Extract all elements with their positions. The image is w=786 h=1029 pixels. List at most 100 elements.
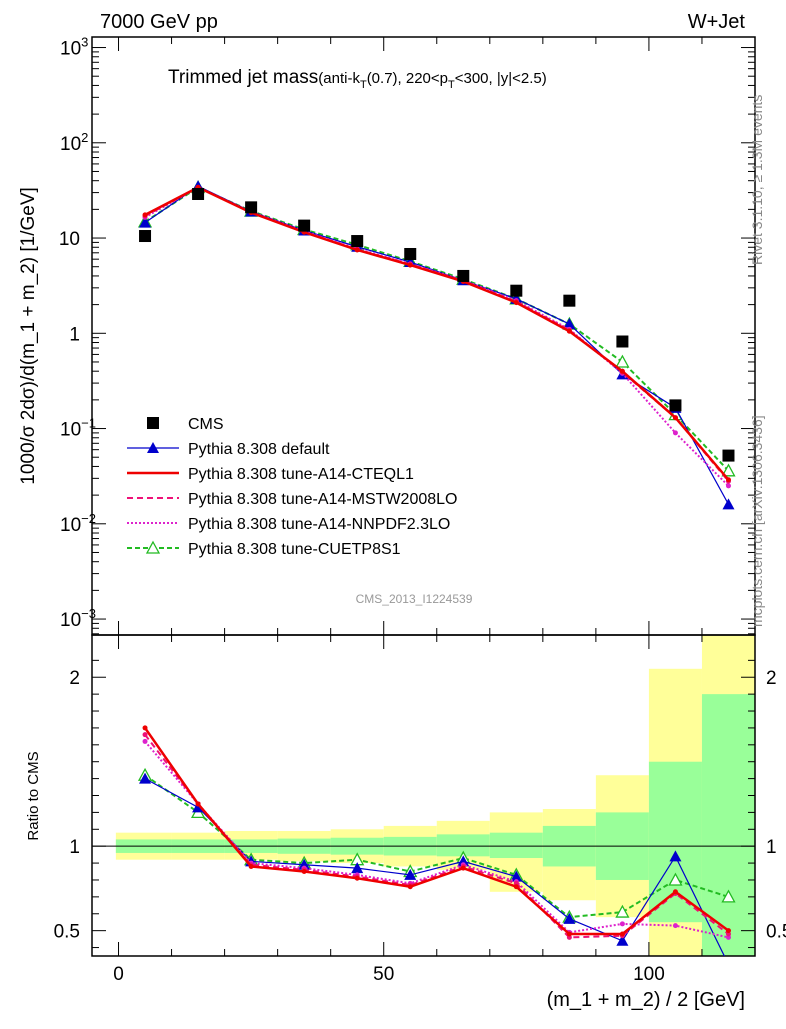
ratio-y-axis-title: Ratio to CMS <box>25 751 42 840</box>
ratio-point-default <box>563 912 576 924</box>
main-point-default <box>563 318 576 330</box>
ratio-x-tick-label: 50 <box>373 964 394 985</box>
main-point-cms <box>351 235 364 248</box>
ratio-point-cteql1 <box>619 931 625 937</box>
ratio-point-nnpdf <box>142 738 148 744</box>
legend-marker-cms <box>147 417 159 429</box>
main-point-nnpdf <box>672 430 678 436</box>
ratio-point-nnpdf <box>672 923 678 929</box>
legend-label-cuetp8s1: Pythia 8.308 tune-CUETP8S1 <box>188 541 401 558</box>
ratio-point-default <box>616 934 629 946</box>
main-y-tick-label: 10−1 <box>60 416 96 441</box>
legend: CMS Pythia 8.308 default Pythia 8.308 tune… <box>127 416 457 558</box>
plot-title: Trimmed jet mass(anti-kT(0.7), 220<pT<30… <box>168 67 547 91</box>
analysis-watermark: CMS_2013_I1224539 <box>356 592 473 606</box>
main-point-cms <box>404 247 417 260</box>
main-point-cms <box>563 294 576 307</box>
process-label: W+Jet <box>688 11 746 33</box>
legend-marker-default <box>147 442 159 453</box>
ratio-point-cteql1 <box>566 931 572 937</box>
main-point-nnpdf <box>725 483 731 489</box>
ratio-band-inner <box>648 761 702 923</box>
main-point-cteql1 <box>672 415 678 421</box>
legend-entry-nnpdf: Pythia 8.308 tune-A14-NNPDF2.3LO <box>127 516 450 533</box>
main-point-cms <box>298 219 311 232</box>
ratio-point-cuetp8s1 <box>668 872 683 886</box>
main-y-tick-label: 102 <box>60 130 88 155</box>
main-point-cuetp8s1 <box>615 354 630 368</box>
main-y-axis: 10−3 10−2 10−1 1 10 102 103 <box>59 35 756 635</box>
main-point-default <box>722 498 735 510</box>
ratio-y-tick-label: 1 <box>69 837 80 858</box>
mcplots-source-label: mcplots.cern.ch [arXiv:1306.3436] <box>749 415 765 627</box>
main-y-tick-label: 10−3 <box>60 606 96 631</box>
main-point-cms <box>457 269 470 282</box>
main-point-cms <box>722 449 735 462</box>
ratio-point-cteql1 <box>672 889 678 895</box>
main-point-cms <box>245 201 258 214</box>
ratio-band-inner <box>436 834 490 857</box>
main-point-cms <box>192 187 205 200</box>
ratio-point-default <box>457 855 470 867</box>
ratio-y-tick-label: 2 <box>69 668 80 689</box>
ratio-point-default <box>139 772 152 784</box>
title-detail-a: (anti-k <box>318 70 360 87</box>
ratio-x-tick-label: 0 <box>113 964 124 985</box>
main-series-cms <box>139 187 735 462</box>
main-y-axis-title: 1000/σ 2dσ)/d(m_1 + m_2) [1/GeV] <box>18 187 39 485</box>
main-point-cms <box>139 230 152 243</box>
ratio-band-inner <box>701 694 755 956</box>
ratio-point-default <box>192 801 205 813</box>
ratio-point-cuetp8s1 <box>615 904 630 918</box>
ratio-point-cteql1 <box>301 869 307 875</box>
legend-label-cteql1: Pythia 8.308 tune-A14-CTEQL1 <box>188 466 414 483</box>
legend-entry-cuetp8s1: Pythia 8.308 tune-CUETP8S1 <box>127 540 401 558</box>
ratio-point-cteql1 <box>513 884 519 890</box>
title-sub-t1: T <box>360 79 367 91</box>
main-point-cteql1 <box>142 212 148 218</box>
ratio-point-cteql1 <box>725 928 731 934</box>
main-point-cms <box>510 284 523 297</box>
ratio-point-cteql1 <box>248 863 254 869</box>
legend-entry-default: Pythia 8.308 default <box>127 441 330 458</box>
legend-entry-mstw: Pythia 8.308 tune-A14-MSTW2008LO <box>127 491 457 508</box>
legend-entry-cteql1: Pythia 8.308 tune-A14-CTEQL1 <box>127 466 414 483</box>
main-point-cteql1 <box>407 262 413 268</box>
ratio-y-tick-label-right: 2 <box>766 668 777 689</box>
legend-label-default: Pythia 8.308 default <box>188 441 330 458</box>
ratio-line-cteql1 <box>144 727 730 936</box>
legend-marker-cuetp8s1 <box>145 540 161 554</box>
ratio-point-cteql1 <box>195 801 201 807</box>
rivet-version-label: Rivet 3.1.10, ≥ 1.3M events <box>749 95 765 265</box>
ratio-point-default <box>351 862 364 874</box>
main-point-default <box>139 216 152 228</box>
main-line-cuetp8s1 <box>144 186 730 472</box>
energy-label: 7000 GeV pp <box>100 11 218 33</box>
main-line-cteql1 <box>144 186 730 481</box>
legend-entry-cms: CMS <box>147 416 224 433</box>
main-y-tick-label: 10 <box>59 229 80 250</box>
ratio-point-mstw <box>142 732 148 738</box>
ratio-point-cteql1 <box>407 884 413 890</box>
ratio-axes: 0 50 100 0.5 0.5 1 1 2 2 <box>54 635 786 985</box>
main-point-cteql1 <box>725 477 731 483</box>
ratio-band-inner <box>489 832 543 859</box>
title-main: Trimmed jet mass <box>168 67 318 88</box>
ratio-point-cteql1 <box>354 875 360 881</box>
ratio-x-tick-label: 100 <box>633 964 665 985</box>
ratio-point-nnpdf <box>619 921 625 927</box>
ratio-point-default <box>510 870 523 882</box>
main-point-cms <box>669 399 682 412</box>
main-y-tick-label: 1 <box>69 324 80 345</box>
ratio-y-tick-label-right: 0.5 <box>766 922 786 943</box>
main-point-cteql1 <box>566 328 572 334</box>
ratio-point-cuetp8s1 <box>721 889 736 903</box>
ratio-point-cteql1 <box>460 865 466 871</box>
main-point-cuetp8s1 <box>721 463 736 477</box>
main-series-cteql1 <box>142 184 731 483</box>
title-sub-t2: T <box>448 79 455 91</box>
ratio-point-default <box>404 868 417 880</box>
ratio-uncertainty-bands <box>115 635 755 956</box>
legend-label-cms: CMS <box>188 416 224 433</box>
